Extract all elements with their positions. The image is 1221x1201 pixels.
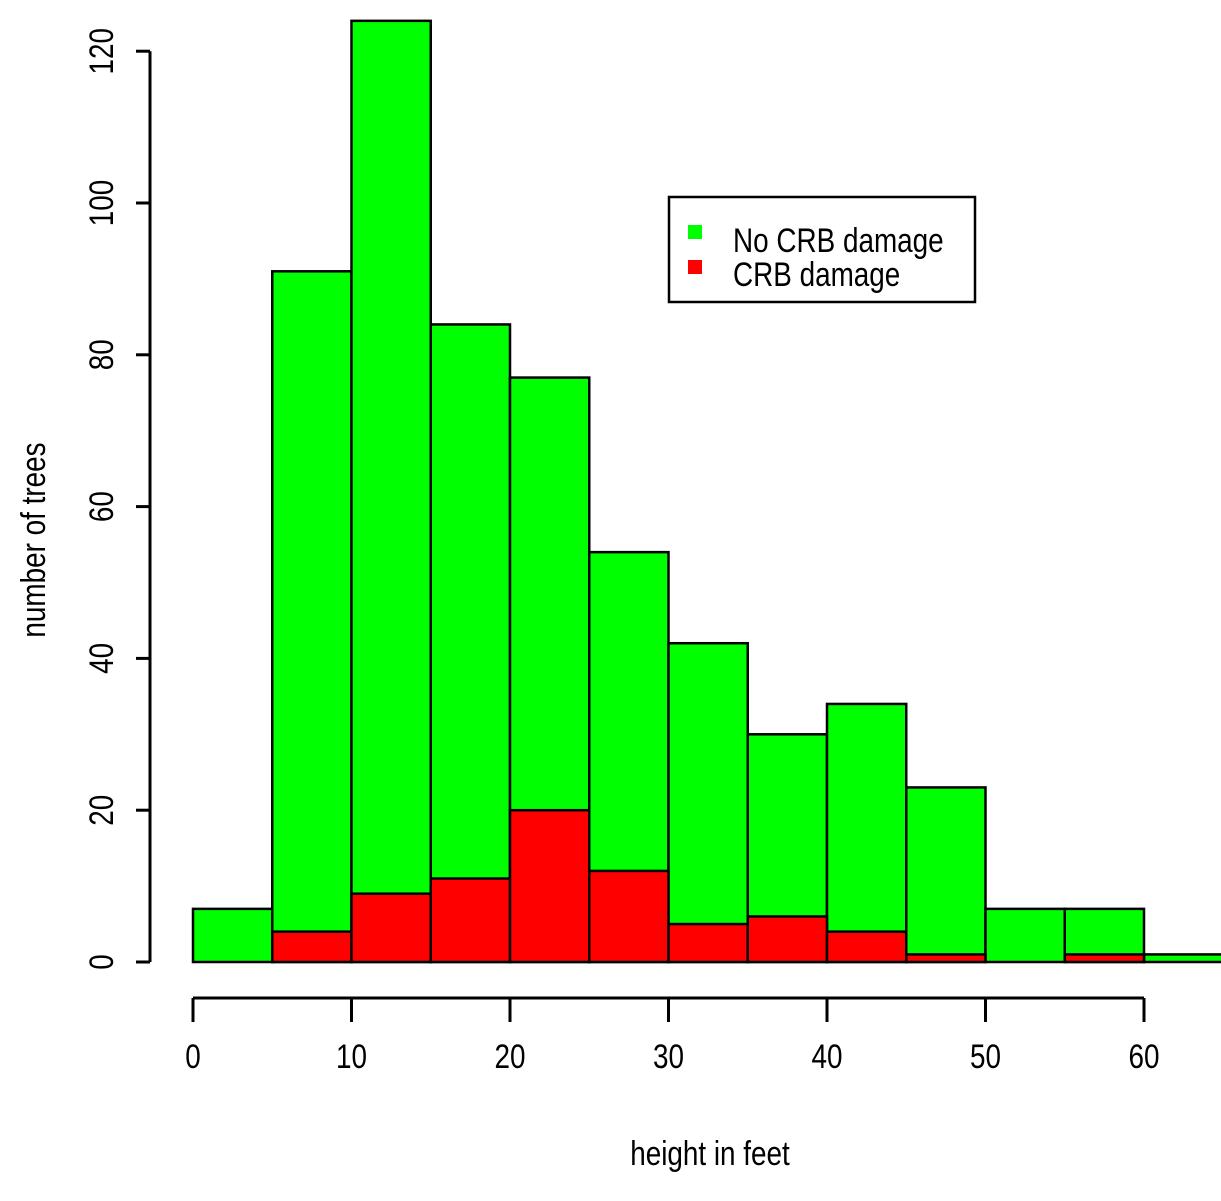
legend-swatch-no-damage	[688, 225, 702, 239]
x-axis: 0 10 20 30 40 50 60	[185, 996, 1160, 1076]
bar-no-damage	[905, 786, 987, 964]
legend-label-damage: CRB damage	[733, 255, 900, 293]
y-ticks: 0 20 40 60 80 100 120	[82, 28, 150, 970]
bar-damage	[588, 869, 670, 964]
bar-no-damage	[271, 270, 353, 964]
bar-no-damage	[191, 907, 274, 964]
y-tick-label: 0	[82, 954, 120, 970]
no-damage-bars	[191, 19, 1221, 964]
y-tick-label: 120	[82, 28, 120, 75]
x-tick-label: 0	[185, 1037, 201, 1075]
legend-swatch-damage	[688, 260, 702, 274]
y-tick-label: 80	[82, 339, 120, 370]
x-axis-title: height in feet	[630, 1134, 790, 1172]
x-ticks: 0 10 20 30 40 50 60	[185, 998, 1160, 1076]
bar-no-damage	[984, 907, 1066, 964]
y-tick-label: 100	[82, 180, 120, 227]
bar-no-damage	[350, 19, 432, 964]
bar-no-damage	[1142, 953, 1221, 964]
legend-box	[667, 195, 977, 304]
bar-damage	[508, 808, 591, 964]
x-tick-label: 50	[970, 1037, 1001, 1075]
legend-label-no-damage: No CRB damage	[733, 221, 944, 259]
bar-damage	[667, 922, 749, 964]
y-axis: 0 20 40 60 80 100 120	[82, 28, 152, 970]
bar-damage	[429, 877, 512, 964]
x-tick-label: 60	[1128, 1037, 1159, 1075]
bar-damage	[350, 892, 432, 964]
bar-damage	[271, 930, 353, 964]
x-tick-label: 10	[336, 1037, 367, 1075]
y-tick-label: 40	[82, 643, 120, 674]
bar-damage	[746, 915, 829, 964]
y-axis-title: number of trees	[14, 442, 52, 637]
x-tick-label: 30	[653, 1037, 684, 1075]
bar-damage	[1063, 953, 1146, 964]
bar-damage	[905, 953, 987, 964]
legend: No CRB damage CRB damage	[667, 195, 977, 304]
y-tick-label: 60	[82, 491, 120, 522]
bar-no-damage	[825, 702, 908, 964]
x-tick-label: 40	[811, 1037, 842, 1075]
damage-bars	[271, 808, 1146, 964]
bar-no-damage	[1063, 907, 1146, 964]
bar-damage	[825, 930, 908, 964]
y-tick-label: 20	[82, 795, 120, 826]
x-tick-label: 20	[494, 1037, 525, 1075]
bar-no-damage	[429, 323, 512, 964]
bar-no-damage	[667, 641, 749, 964]
